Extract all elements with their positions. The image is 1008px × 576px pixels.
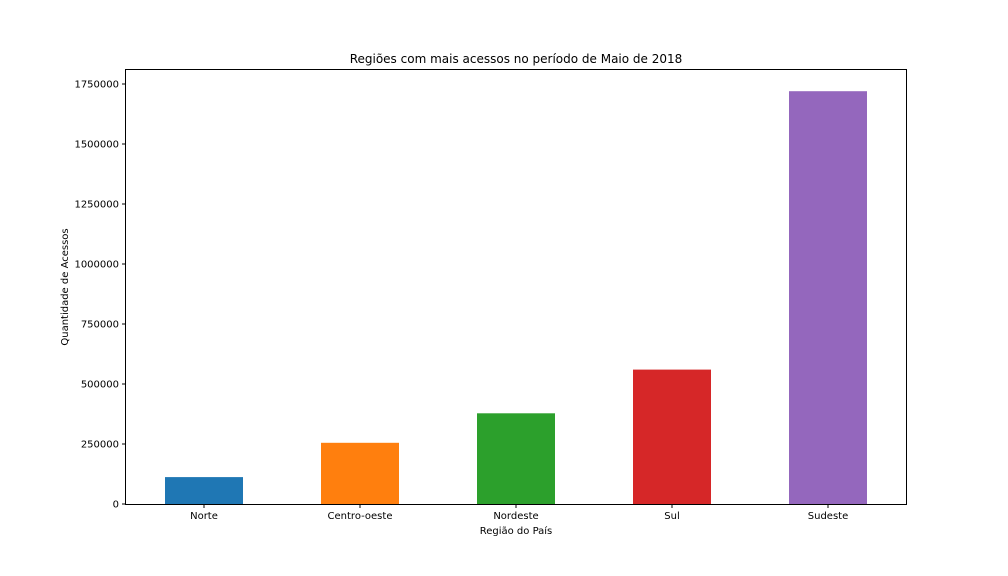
bar-nordeste: [477, 413, 555, 504]
y-axis-ticks: 0 250000 500000 750000 1000000 1250000 1500000…: [74, 80, 126, 511]
bar-sudeste: [789, 91, 867, 504]
plot-frame: [125, 69, 907, 505]
y-tick-label: 250000: [81, 440, 119, 451]
y-tick-label: 1500000: [74, 140, 119, 151]
y-tick-label: 1250000: [74, 200, 119, 211]
y-tick-label: 0: [113, 500, 119, 511]
y-axis-label: Quantidade de Acessos: [60, 228, 71, 345]
bar-sul: [633, 369, 711, 504]
x-axis-label: Região do País: [480, 525, 553, 537]
bars-group: [165, 91, 867, 504]
bar-centro-oeste: [321, 442, 399, 504]
x-tick-label: Sudeste: [808, 511, 848, 522]
x-tick-label: Sul: [664, 511, 679, 522]
x-tick-label: Centro-oeste: [328, 511, 393, 522]
x-axis-ticks: Norte Centro-oeste Nordeste Sul Sudeste: [190, 504, 848, 522]
y-tick-label: 1000000: [74, 260, 119, 271]
x-tick-label: Nordeste: [493, 511, 538, 522]
y-tick-label: 750000: [81, 320, 119, 331]
chart-title: Regiões com mais acessos no período de M…: [350, 52, 683, 66]
x-tick-label: Norte: [190, 511, 218, 522]
bar-norte: [165, 477, 243, 504]
y-tick-label: 500000: [81, 380, 119, 391]
y-tick-label: 1750000: [74, 80, 119, 91]
